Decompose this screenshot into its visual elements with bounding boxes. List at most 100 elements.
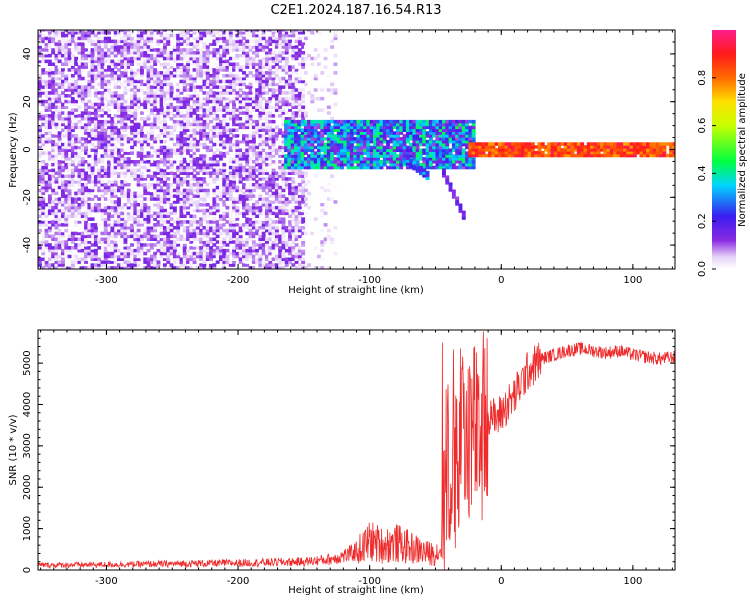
heatmap-cell [232, 257, 236, 261]
heatmap-cell [143, 174, 148, 178]
heatmap-cell [87, 39, 92, 44]
heatmap-cell [238, 174, 243, 178]
heatmap-cell [219, 96, 223, 101]
heatmap-cell [90, 102, 95, 107]
heatmap-cell [107, 165, 111, 170]
heatmap-cell [255, 122, 260, 127]
heatmap-cell [261, 248, 266, 253]
heatmap-cell [159, 220, 164, 224]
heatmap-cell [245, 119, 250, 124]
heatmap-cell [202, 237, 207, 241]
heatmap-cell [294, 200, 299, 204]
heatmap-cell [242, 151, 246, 155]
heatmap-cell [274, 254, 279, 259]
heatmap-cell [169, 33, 174, 38]
heatmap-cell [186, 117, 190, 121]
heatmap-cell [44, 260, 49, 264]
heatmap-cell [80, 114, 85, 118]
heatmap-cell [110, 223, 115, 227]
heatmap-cell [169, 243, 174, 247]
heatmap-cell [136, 56, 141, 61]
heatmap-cell [284, 65, 289, 69]
heatmap-cell [133, 194, 138, 198]
heatmap-cell [93, 114, 98, 118]
heatmap-cell [97, 105, 102, 109]
heatmap-cell [74, 45, 79, 49]
heatmap-cell [294, 65, 299, 69]
heatmap-cell [189, 200, 194, 204]
heatmap-cell [74, 254, 79, 259]
heatmap-cell [70, 128, 75, 132]
heatmap-cell [195, 102, 200, 107]
heatmap-cell [202, 231, 207, 236]
heatmap-cell [130, 139, 134, 144]
heatmap-cell [242, 96, 246, 101]
heatmap-cell [176, 88, 181, 92]
heatmap-cell [70, 160, 75, 164]
heatmap-cell [103, 31, 108, 35]
heatmap-cell [245, 134, 250, 138]
heatmap-cell [84, 131, 88, 135]
heatmap-cell [245, 174, 250, 178]
heatmap-cell [100, 254, 105, 259]
heatmap-cell [107, 125, 111, 130]
heatmap-cell [103, 188, 108, 193]
heatmap-cell [271, 191, 276, 196]
heatmap-cell [212, 171, 217, 175]
heatmap-cell [47, 266, 52, 269]
heatmap-cell [172, 171, 177, 175]
heatmap-cell [278, 240, 283, 244]
heatmap-cell [222, 151, 227, 155]
heatmap-cell [258, 91, 263, 95]
heatmap-cell [146, 183, 151, 187]
heatmap-cell [265, 211, 269, 216]
heatmap-cell [186, 76, 190, 81]
heatmap-cell [140, 160, 144, 164]
heatmap-cell [146, 160, 151, 164]
heatmap-cell [199, 162, 204, 167]
heatmap-cell [323, 237, 328, 241]
heatmap-cell [232, 48, 236, 52]
heatmap-cell [202, 260, 207, 264]
heatmap-cell [281, 154, 286, 158]
heatmap-cell [159, 171, 164, 175]
heatmap-cell [228, 71, 233, 75]
heatmap-cell [126, 191, 131, 196]
heatmap-cell [146, 174, 151, 178]
heatmap-cell [159, 168, 164, 173]
heatmap-cell [44, 82, 49, 87]
heatmap-cell [245, 160, 250, 164]
heatmap-cell [51, 168, 56, 173]
heatmap-cell [179, 42, 184, 46]
heatmap-cell [278, 168, 283, 173]
heatmap-cell [192, 168, 197, 173]
heatmap-cell [288, 243, 292, 247]
heatmap-cell [172, 254, 177, 259]
heatmap-cell [195, 231, 200, 236]
heatmap-cell [159, 51, 164, 55]
heatmap-cell [47, 200, 52, 204]
heatmap-cell [146, 128, 151, 132]
heatmap-cell [44, 214, 49, 218]
heatmap-cell [123, 191, 128, 196]
heatmap-cell [232, 260, 236, 264]
heatmap-cell [166, 117, 171, 121]
heatmap-cell [130, 263, 134, 267]
heatmap-cell [290, 122, 295, 127]
heatmap-cell [133, 231, 138, 236]
heatmap-cell [261, 185, 266, 190]
heatmap-cell [47, 30, 52, 32]
heatmap-cell [140, 145, 144, 150]
heatmap-cell [130, 228, 134, 233]
heatmap-cell [38, 208, 42, 213]
heatmap-cell [64, 154, 69, 158]
heatmap-cell [97, 185, 102, 190]
heatmap-cell [84, 251, 88, 256]
heatmap-cell [215, 134, 220, 138]
heatmap-cell [149, 48, 154, 52]
heatmap-cell [120, 36, 125, 41]
heatmap-cell [228, 180, 233, 184]
heatmap-cell [199, 122, 204, 127]
heatmap-cell [209, 171, 213, 175]
heatmap-cell [215, 105, 220, 109]
